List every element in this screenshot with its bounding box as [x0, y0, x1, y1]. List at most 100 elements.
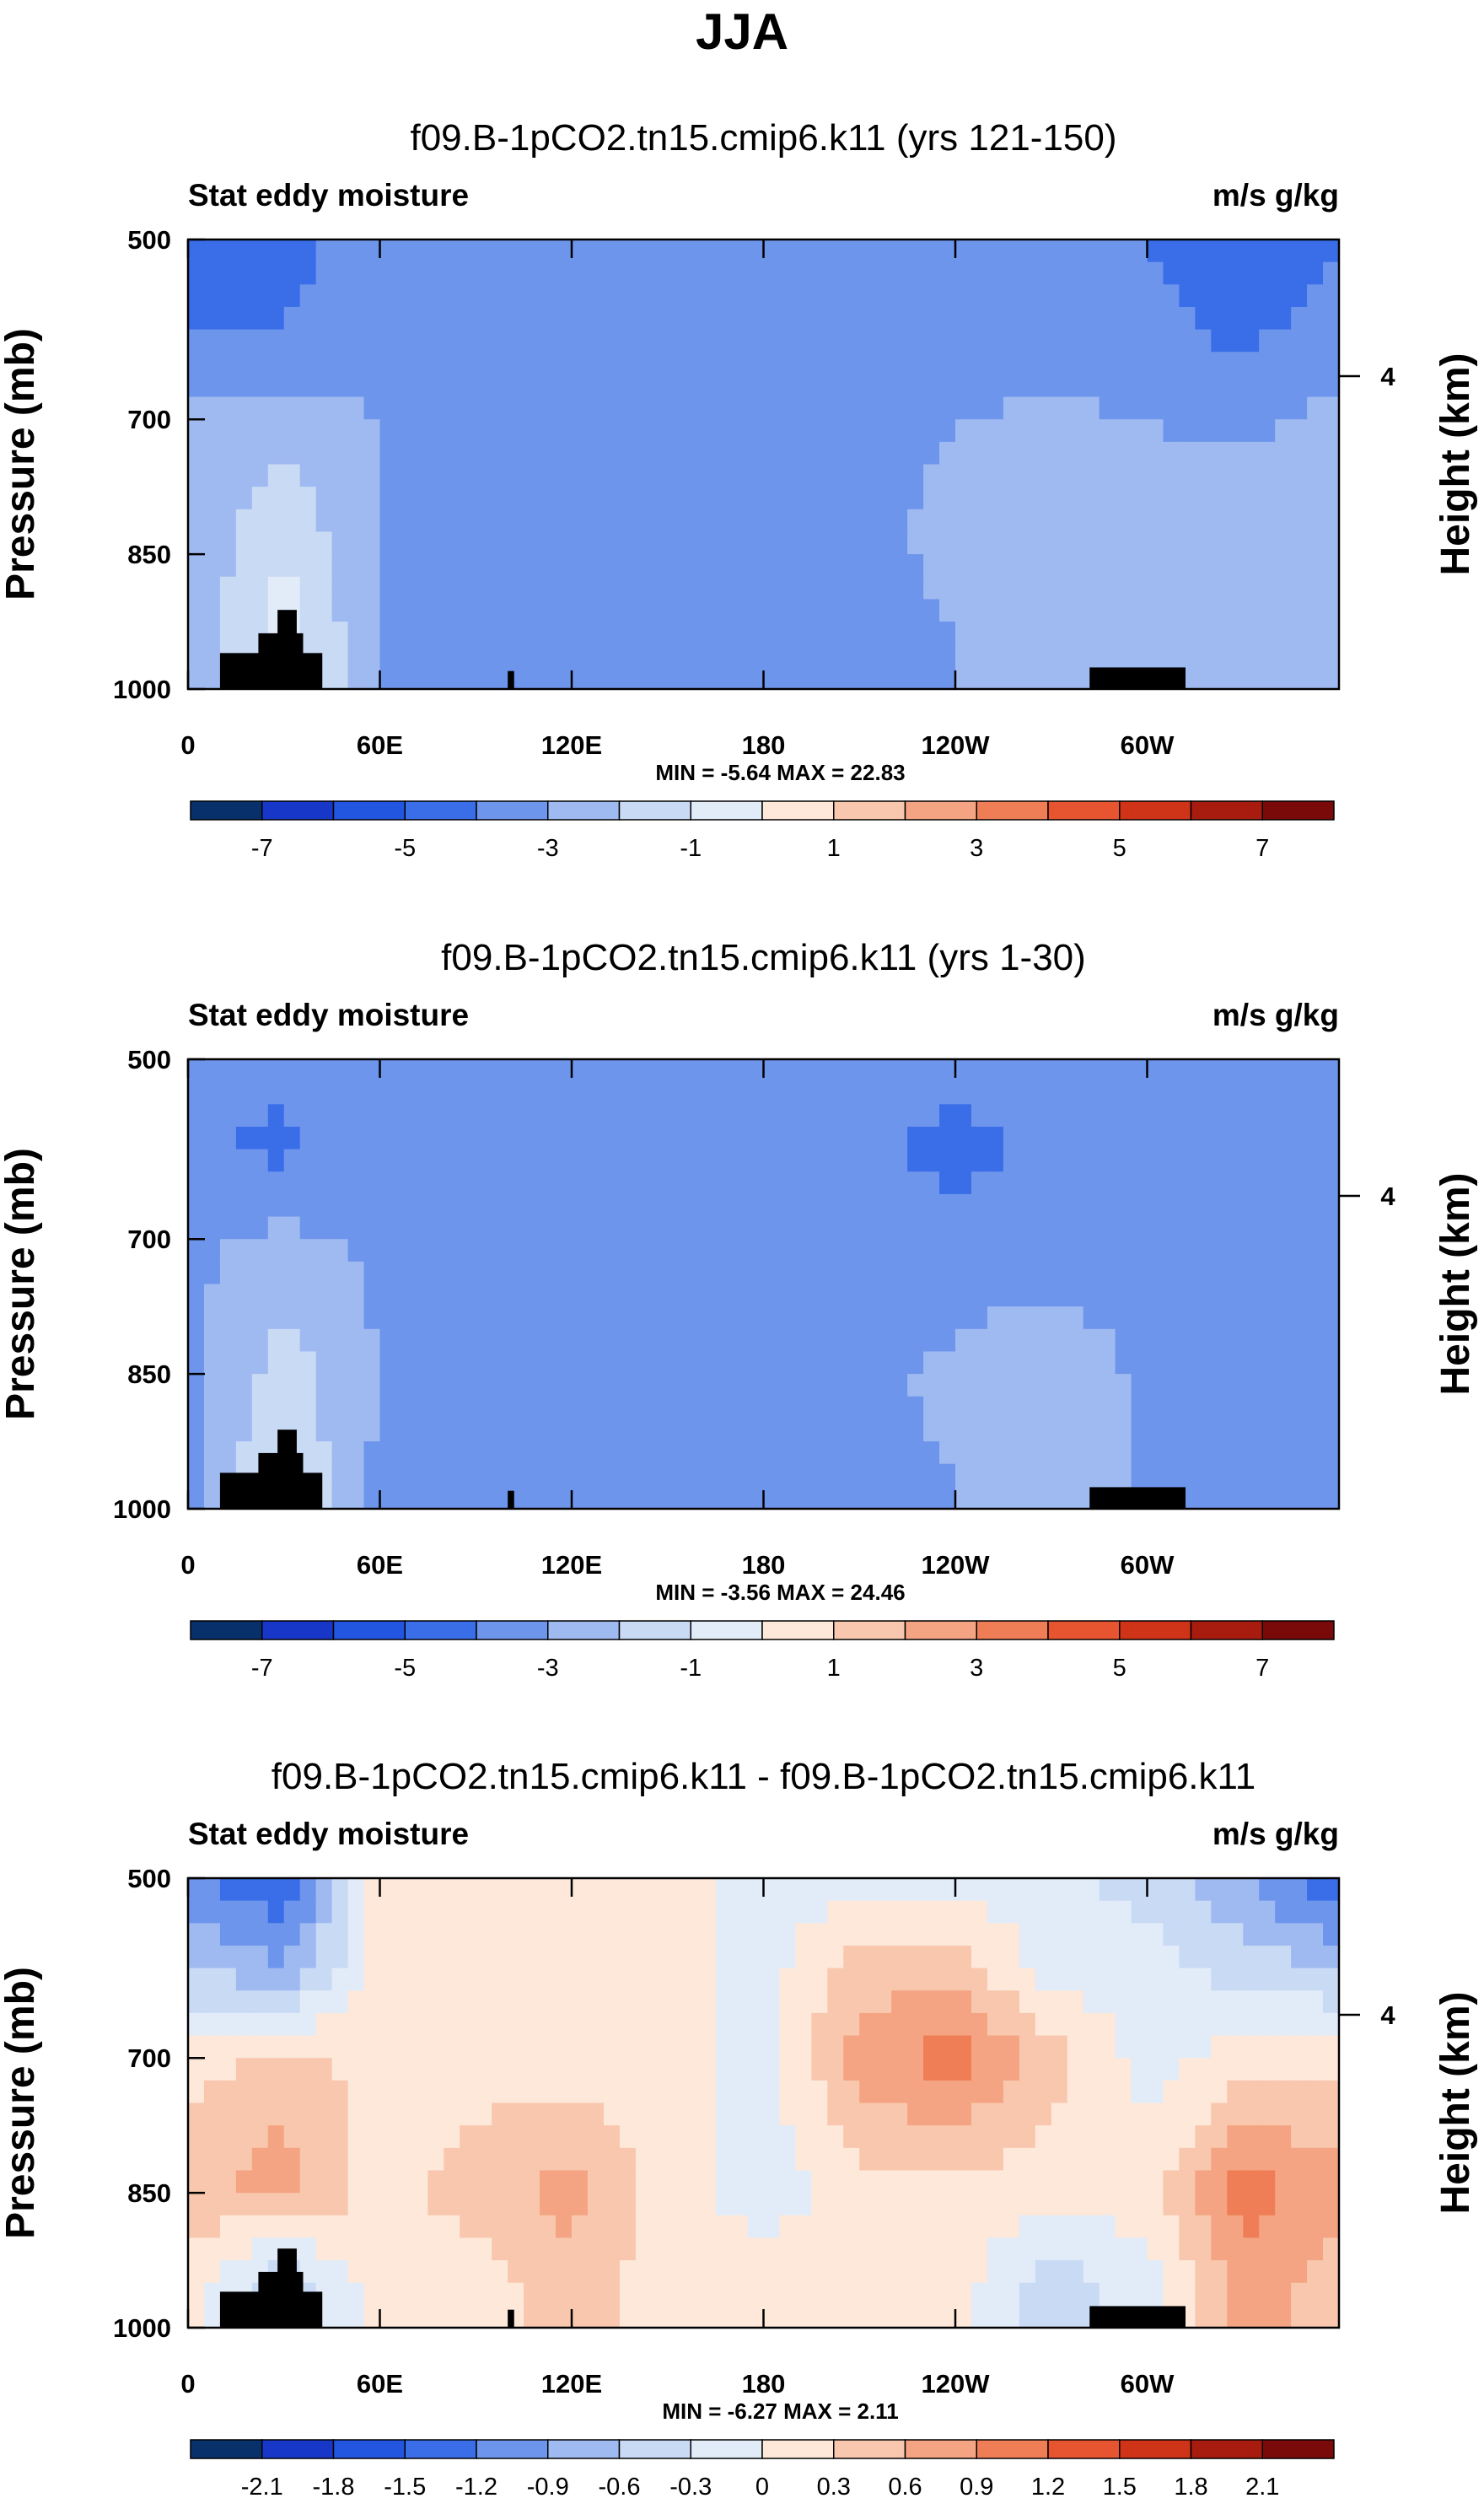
- contour-cell: [651, 306, 669, 331]
- contour-cell: [635, 622, 653, 645]
- contour-cell: [315, 1261, 333, 1285]
- contour-cell: [1051, 1968, 1068, 1991]
- contour-cell: [427, 1923, 444, 1946]
- contour-cell: [603, 1923, 621, 1946]
- contour-cell: [1307, 1059, 1324, 1083]
- contour-cell: [556, 2193, 573, 2216]
- contour-cell: [1147, 1419, 1164, 1442]
- contour-cell: [747, 2237, 765, 2261]
- contour-cell: [1243, 1486, 1260, 1510]
- contour-cell: [1307, 531, 1324, 555]
- contour-cell: [460, 643, 476, 667]
- contour-cell: [667, 1171, 685, 1195]
- contour-cell: [907, 2147, 924, 2172]
- contour-cell: [1051, 1126, 1068, 1150]
- contour-cell: [651, 509, 669, 533]
- contour-cell: [843, 1396, 860, 1419]
- contour-cell: [444, 2282, 460, 2306]
- contour-cell: [1211, 374, 1228, 398]
- contour-cell: [363, 1990, 381, 2014]
- contour-cell: [556, 374, 573, 398]
- x-tick-label: 120W: [922, 1550, 991, 1580]
- contour-cell: [795, 464, 812, 487]
- contour-cell: [1115, 643, 1132, 667]
- contour-cell: [363, 643, 381, 667]
- contour-cell: [1211, 1396, 1228, 1419]
- contour-cell: [1243, 487, 1260, 510]
- contour-cell: [1291, 306, 1308, 331]
- contour-cell: [188, 396, 205, 420]
- contour-cell: [715, 240, 733, 263]
- contour-cell: [619, 1923, 637, 1946]
- contour-cell: [1243, 531, 1260, 555]
- contour-cell: [1291, 1878, 1308, 1902]
- contour-cell: [651, 441, 669, 466]
- contour-cell: [635, 464, 653, 487]
- contour-cell: [572, 419, 589, 443]
- contour-cell: [1131, 2102, 1148, 2126]
- contour-cell: [811, 396, 828, 420]
- contour-cell: [763, 576, 781, 600]
- contour-cell: [891, 1923, 908, 1946]
- contour-cell: [411, 2237, 428, 2261]
- contour-cell: [395, 622, 413, 645]
- terrain-block: [1089, 2306, 1186, 2328]
- contour-cell: [379, 1419, 397, 1442]
- contour-cell: [779, 2305, 797, 2329]
- contour-cell: [731, 1149, 749, 1172]
- contour-cell: [379, 441, 397, 466]
- contour-cell: [1019, 2102, 1036, 2126]
- contour-cell: [907, 1239, 924, 1263]
- contour-cell: [779, 2012, 797, 2037]
- contour-cell: [619, 487, 637, 510]
- contour-cell: [683, 2282, 701, 2306]
- contour-cell: [1131, 464, 1148, 487]
- contour-cell: [379, 2125, 397, 2149]
- contour-cell: [763, 1968, 781, 1991]
- contour-cell: [603, 2058, 621, 2081]
- contour-cell: [651, 2282, 669, 2306]
- contour-cell: [1163, 329, 1180, 353]
- contour-cell: [1323, 329, 1340, 353]
- contour-cell: [524, 329, 540, 353]
- contour-cell: [1291, 261, 1308, 285]
- contour-cell: [1099, 284, 1116, 308]
- contour-cell: [1035, 2170, 1052, 2194]
- contour-cell: [1243, 2080, 1260, 2104]
- contour-cell: [1195, 1284, 1212, 1307]
- contour-cell: [315, 1419, 333, 1442]
- contour-cell: [811, 441, 828, 466]
- contour-cell: [603, 352, 621, 375]
- contour-cell: [651, 1239, 669, 1263]
- contour-cell: [667, 352, 685, 375]
- contour-cell: [476, 599, 492, 622]
- contour-cell: [587, 329, 605, 353]
- contour-cell: [795, 261, 812, 285]
- contour-cell: [1067, 599, 1084, 622]
- contour-cell: [1323, 2170, 1340, 2194]
- contour-cell: [939, 643, 956, 667]
- contour-cell: [763, 306, 781, 331]
- contour-cell: [1003, 306, 1020, 331]
- contour-cell: [347, 1463, 365, 1487]
- contour-cell: [667, 2282, 685, 2306]
- contour-cell: [859, 2147, 876, 2172]
- contour-cell: [1259, 2012, 1276, 2037]
- contour-cell: [363, 240, 381, 263]
- contour-cell: [267, 240, 285, 263]
- contour-cell: [460, 2035, 476, 2059]
- contour-cell: [1067, 1306, 1084, 1330]
- contour-cell: [460, 1081, 476, 1105]
- contour-cell: [540, 1126, 556, 1150]
- contour-cell: [907, 1396, 924, 1419]
- contour-cell: [811, 1193, 828, 1218]
- contour-cell: [347, 1306, 365, 1330]
- contour-cell: [427, 2260, 444, 2284]
- contour-cell: [395, 1374, 413, 1397]
- contour-cell: [907, 2012, 924, 2037]
- contour-cell: [651, 1486, 669, 1510]
- contour-cell: [859, 1900, 876, 1924]
- contour-cell: [1147, 622, 1164, 645]
- contour-cell: [587, 1081, 605, 1105]
- contour-cell: [492, 1396, 508, 1419]
